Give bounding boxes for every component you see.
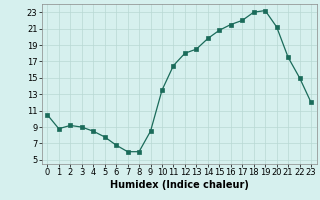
X-axis label: Humidex (Indice chaleur): Humidex (Indice chaleur) <box>110 180 249 190</box>
